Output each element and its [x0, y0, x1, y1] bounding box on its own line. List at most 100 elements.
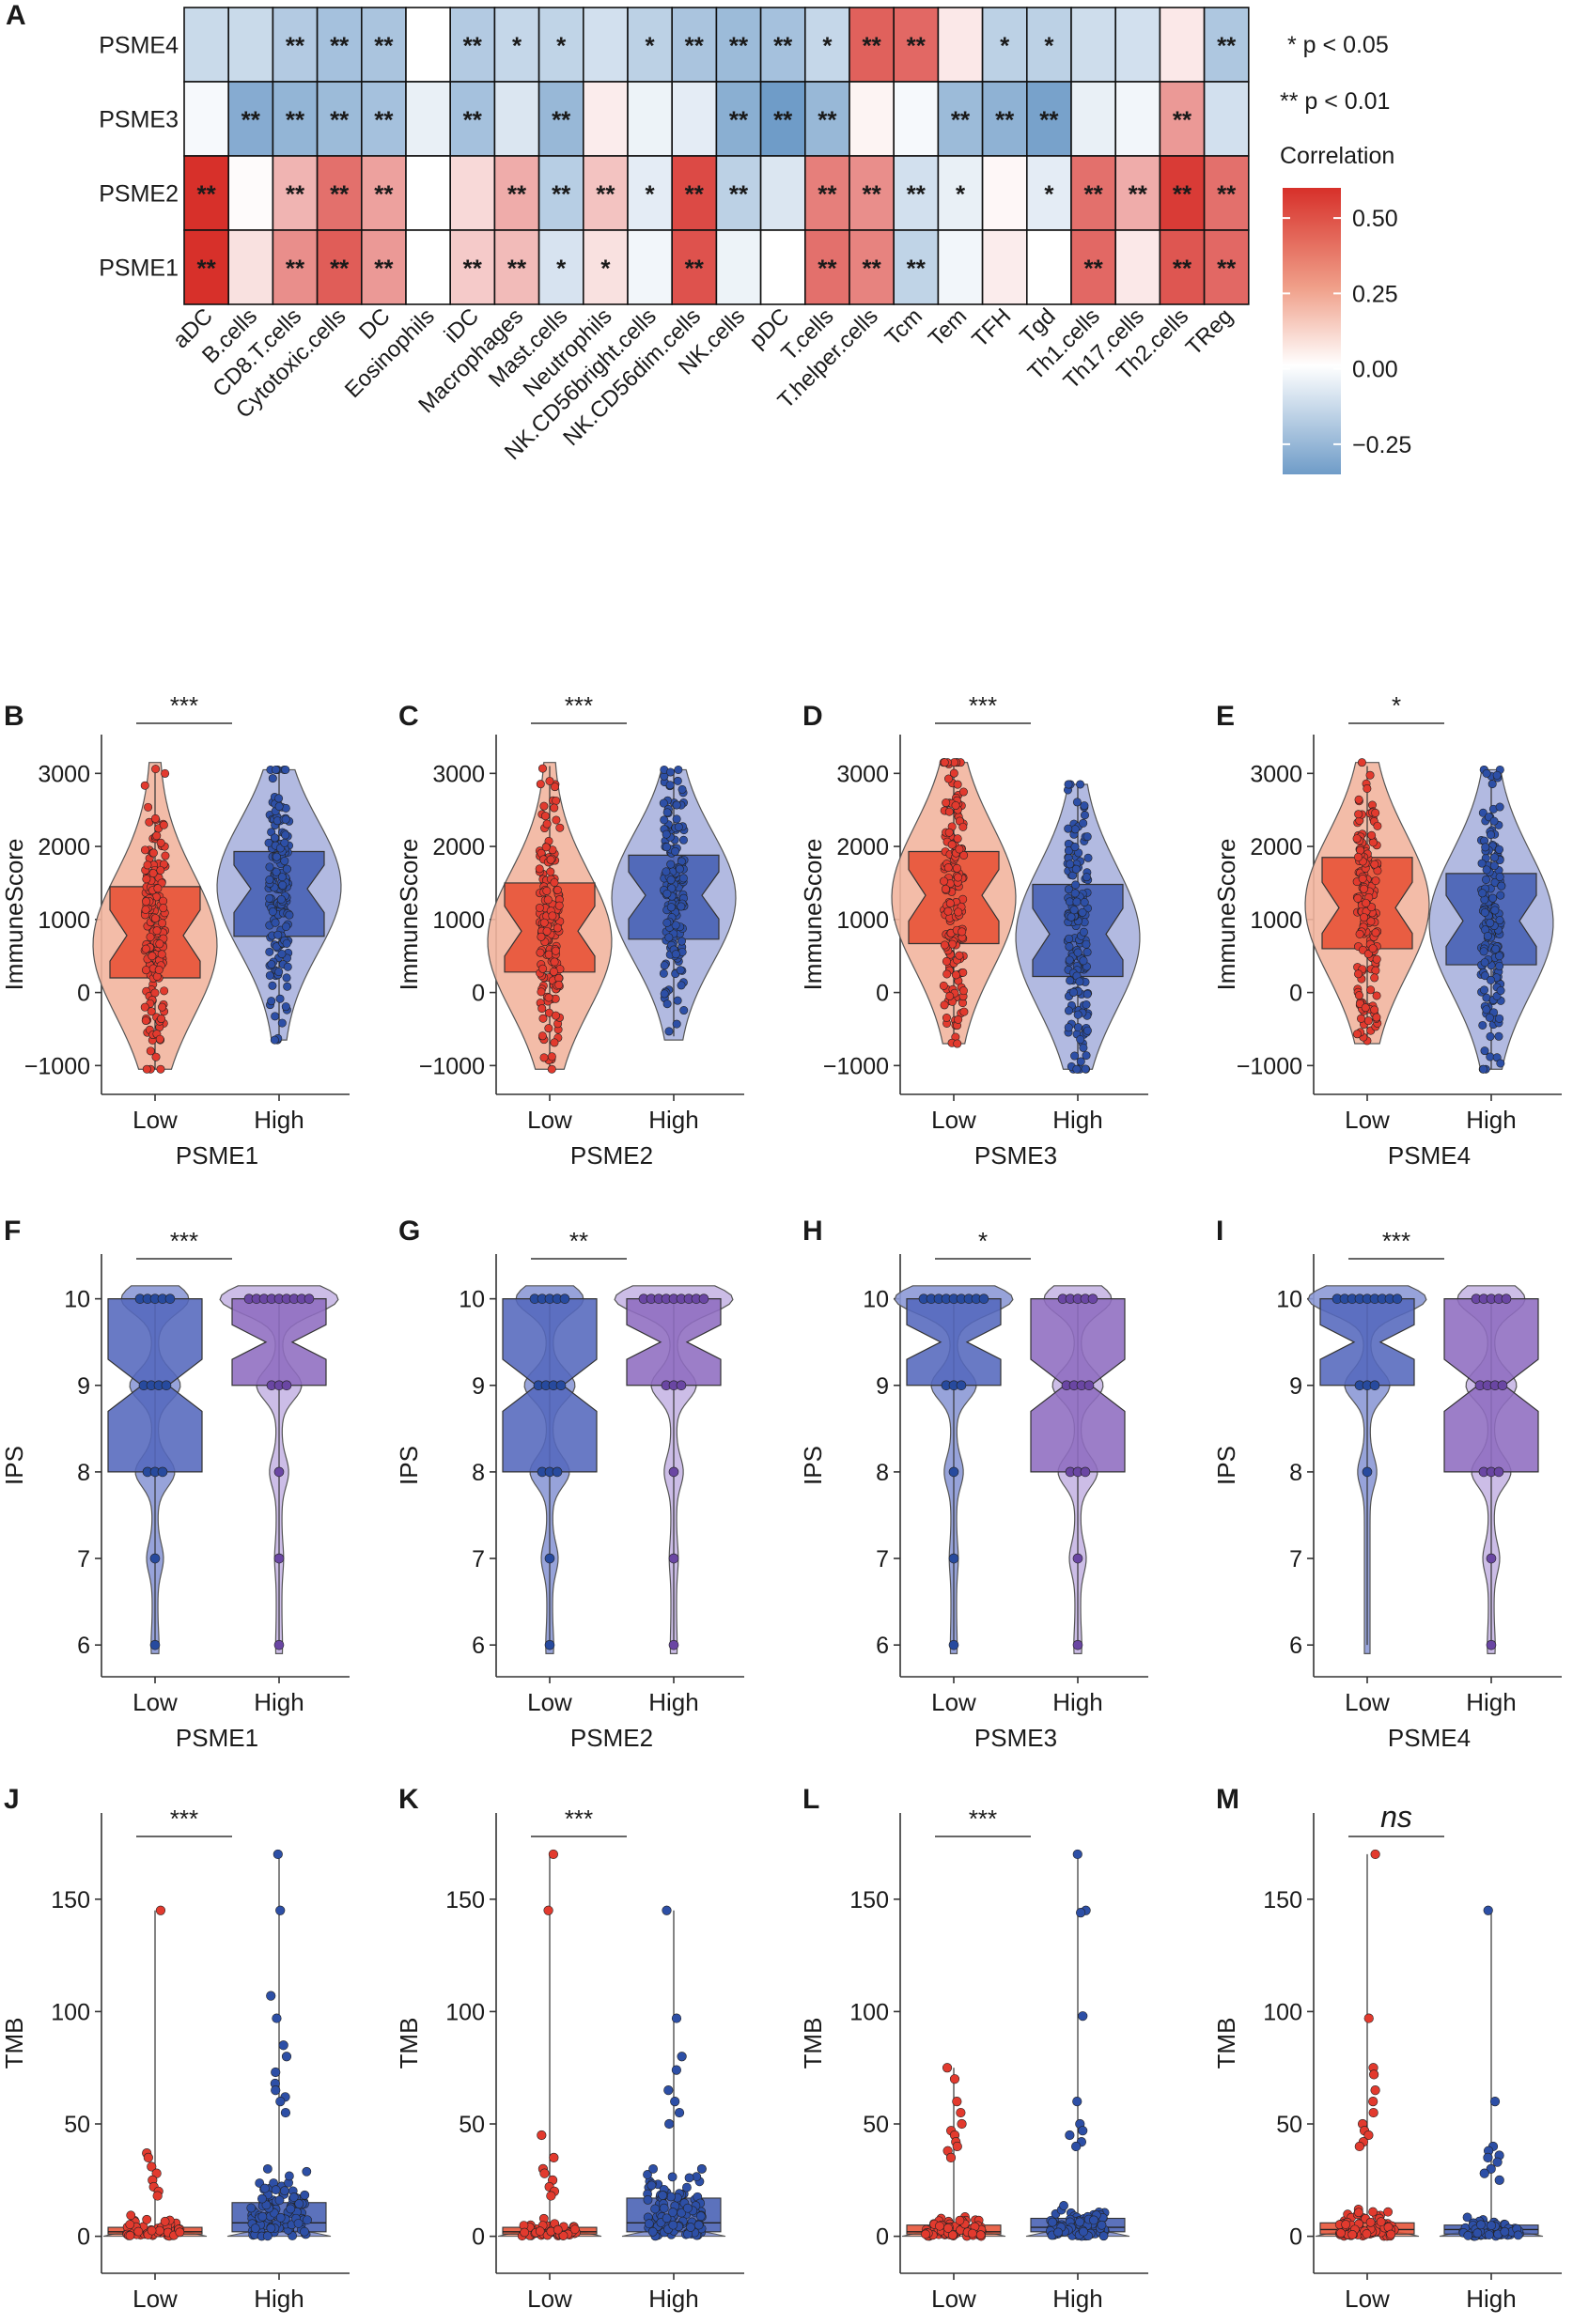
data-point [282, 938, 291, 948]
heatmap-star-label: ** [507, 255, 527, 283]
y-tick-label: 100 [849, 1999, 889, 2025]
data-point [666, 860, 676, 869]
heatmap-cell [1026, 229, 1072, 305]
data-point [1482, 875, 1491, 884]
data-point [1489, 861, 1499, 871]
data-point [161, 851, 170, 860]
data-point [959, 850, 969, 860]
data-point [666, 903, 676, 912]
y-tick-label: 6 [77, 1633, 90, 1659]
heatmap-star-label: ** [907, 32, 927, 60]
data-point [1495, 952, 1504, 961]
data-point [957, 2118, 967, 2130]
data-point [550, 877, 559, 887]
data-point [940, 940, 949, 950]
data-point [662, 867, 671, 876]
data-point [1500, 2226, 1510, 2237]
data-point [175, 2227, 185, 2238]
heatmap-star-label: ** [907, 255, 927, 283]
data-point [942, 798, 951, 808]
data-point [153, 884, 163, 893]
data-point [1064, 780, 1073, 789]
data-point [1477, 859, 1487, 868]
heatmap-cell [849, 229, 896, 305]
data-point [537, 987, 546, 997]
data-point [1492, 2157, 1503, 2167]
panel-D: D −1000 0 1000 2000 3000 ImmuneScore Low High PSM… [799, 691, 1148, 1170]
y-tick-label: 50 [1276, 2112, 1302, 2138]
heatmap-cell [405, 155, 452, 231]
data-point [1347, 2230, 1358, 2239]
data-point [1079, 818, 1088, 828]
data-point [958, 927, 967, 937]
data-point [1083, 1380, 1095, 1391]
box-low [908, 850, 1000, 945]
data-point [1362, 1466, 1373, 1478]
heatmap-star-label: ** [818, 180, 837, 209]
data-point [553, 923, 562, 933]
heatmap-cell [715, 229, 762, 305]
heatmap-cell [183, 81, 230, 157]
data-point [539, 918, 549, 927]
y-tick-label: 150 [1263, 1887, 1302, 1913]
data-point [668, 1553, 679, 1564]
heatmap-star-label: ** [818, 106, 837, 134]
data-point [146, 1046, 155, 1056]
y-axis-label: ImmuneScore [0, 839, 28, 991]
data-point [1352, 1030, 1362, 1039]
data-point [148, 952, 157, 961]
data-point [668, 2208, 677, 2217]
heatmap-star-label: ** [1173, 180, 1192, 209]
data-point [157, 1466, 168, 1478]
data-point [1082, 832, 1092, 842]
y-tick-label: 0 [77, 2224, 90, 2251]
data-point [1481, 843, 1490, 852]
heatmap-star-label: ** [1083, 180, 1103, 209]
data-point [1492, 770, 1502, 780]
data-point [1368, 2107, 1378, 2118]
data-point [159, 820, 168, 829]
data-point [943, 2223, 953, 2233]
x-tick-label: Low [1345, 1688, 1390, 1716]
data-point [1078, 2126, 1088, 2136]
heatmap-star-label: ** [196, 255, 216, 283]
data-point [1486, 1639, 1497, 1650]
data-point [279, 2186, 289, 2196]
heatmap-cell [1070, 81, 1117, 157]
data-point [551, 946, 560, 955]
data-point [1494, 2175, 1504, 2185]
data-point [1354, 795, 1363, 804]
data-point [141, 905, 150, 914]
data-point [551, 782, 560, 792]
data-point [546, 867, 555, 876]
data-point [288, 2192, 299, 2202]
data-point [555, 1380, 567, 1391]
data-point [953, 780, 962, 789]
x-tick-label: Low [527, 2285, 572, 2313]
data-point [1480, 1046, 1489, 1056]
data-point [1065, 955, 1074, 965]
data-point [1098, 2231, 1109, 2241]
data-point [695, 2211, 706, 2222]
y-tick-label: 0 [1289, 2224, 1302, 2251]
heatmap-star-label: ** [1173, 255, 1192, 283]
heatmap-cell [893, 229, 940, 305]
data-point [270, 833, 279, 843]
panel-label: G [398, 1216, 420, 1247]
data-point [281, 765, 290, 774]
data-point [1363, 783, 1372, 793]
data-point [1370, 973, 1379, 983]
y-tick-label: 7 [472, 1546, 485, 1573]
data-point [265, 875, 274, 885]
data-point [1064, 846, 1073, 856]
data-point [540, 812, 550, 821]
x-tick-label: High [1052, 2285, 1102, 2313]
data-point [675, 864, 684, 874]
y-tick-label: −1000 [1237, 1053, 1302, 1079]
heatmap-star-label: ** [729, 106, 749, 134]
data-point [1082, 939, 1091, 949]
data-point [967, 2228, 977, 2239]
data-point [673, 996, 682, 1005]
data-point [141, 1016, 150, 1026]
